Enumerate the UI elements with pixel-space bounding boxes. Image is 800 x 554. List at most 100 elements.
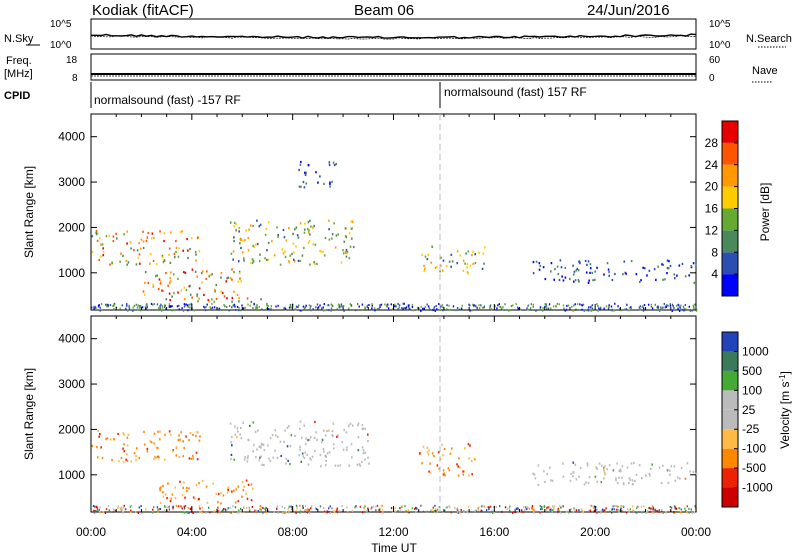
range-cell: [462, 470, 464, 473]
range-cell: [329, 182, 331, 186]
x-tick-label: 12:00: [378, 525, 408, 539]
ground-scatter-cell: [650, 303, 653, 306]
range-cell: [681, 262, 684, 266]
ground-scatter-cell: [582, 511, 584, 514]
ground-scatter-cell: [416, 507, 418, 510]
range-cell: [471, 473, 473, 476]
range-cell: [285, 457, 288, 460]
velocity-colorbar-tick-label: 500: [742, 364, 762, 378]
nsky-tick-top: 10^5: [50, 19, 72, 30]
range-cell: [183, 298, 186, 301]
ground-scatter-cell: [323, 510, 326, 513]
range-cell: [149, 440, 151, 443]
ground-scatter-cell: [636, 506, 638, 509]
ground-scatter-cell: [187, 306, 189, 309]
ground-scatter-cell: [691, 309, 693, 312]
ground-scatter-cell: [363, 309, 365, 312]
range-cell: [257, 429, 259, 432]
range-cell: [606, 262, 609, 265]
range-cell: [550, 262, 553, 265]
range-cell: [574, 279, 577, 282]
ground-scatter-cell: [643, 505, 645, 508]
ground-scatter-cell: [288, 511, 290, 514]
range-cell: [595, 466, 598, 469]
ground-scatter-cell: [224, 305, 226, 308]
range-cell: [307, 164, 310, 167]
ground-scatter-cell: [315, 507, 318, 510]
ground-scatter-cell: [617, 505, 619, 508]
range-cell: [349, 422, 352, 425]
range-cell: [265, 258, 268, 261]
ground-scatter-cell: [590, 306, 592, 309]
ground-scatter-cell: [502, 306, 504, 309]
range-cell: [579, 262, 581, 265]
ground-scatter-cell: [267, 305, 270, 308]
range-cell: [666, 259, 669, 262]
range-cell: [192, 496, 195, 499]
ground-scatter-cell: [99, 309, 101, 312]
ground-scatter-cell: [516, 306, 519, 309]
ground-scatter-cell: [591, 504, 593, 507]
ground-scatter-cell: [559, 511, 562, 514]
range-cell: [673, 273, 676, 276]
ground-scatter-cell: [442, 306, 444, 309]
ground-scatter-cell: [366, 304, 369, 307]
ground-scatter-cell: [663, 302, 665, 305]
range-cell: [129, 241, 132, 244]
ground-scatter-cell: [354, 309, 357, 312]
ground-scatter-cell: [629, 508, 632, 511]
range-cell: [314, 420, 316, 424]
ground-scatter-cell: [575, 509, 578, 512]
range-cell: [146, 236, 149, 239]
ground-scatter-cell: [378, 508, 380, 511]
range-cell: [658, 466, 661, 469]
ground-scatter-cell: [180, 505, 182, 508]
ground-scatter-cell: [107, 305, 110, 308]
range-cell: [325, 459, 327, 462]
ground-scatter-cell: [581, 510, 584, 513]
ground-scatter-cell: [568, 509, 570, 512]
range-cell: [138, 456, 141, 460]
range-cell: [464, 262, 466, 265]
cpid-segment-2: normalsound (fast) 157 RF: [444, 85, 587, 99]
colorbar-segment: [722, 230, 738, 253]
ground-scatter-cell: [436, 508, 439, 511]
range-cell: [186, 237, 188, 241]
ground-scatter-cell: [240, 309, 242, 312]
range-cell: [303, 424, 306, 427]
ground-scatter-cell: [457, 510, 459, 513]
freq-panel: Freq. [MHz] 18 8 60 0 Nave: [4, 53, 778, 84]
range-cell: [173, 256, 176, 259]
colorbar-segment: [722, 142, 738, 165]
range-cell: [328, 451, 331, 454]
ground-scatter-cell: [261, 308, 263, 311]
ground-scatter-cell: [571, 305, 573, 308]
range-cell: [651, 463, 653, 466]
range-cell: [661, 263, 663, 266]
range-cell: [434, 266, 437, 270]
range-cell: [468, 474, 470, 477]
ground-scatter-cell: [381, 504, 383, 507]
ground-scatter-cell: [364, 505, 366, 508]
range-cell: [424, 255, 427, 258]
ground-scatter-cell: [532, 305, 534, 308]
range-cell: [245, 492, 247, 495]
ground-scatter-cell: [408, 307, 411, 310]
range-cell: [174, 486, 177, 489]
ground-scatter-cell: [481, 306, 484, 309]
ground-scatter-cell: [645, 511, 647, 514]
ground-scatter-cell: [335, 509, 338, 512]
range-cell: [157, 430, 159, 433]
ground-scatter-cell: [296, 507, 298, 510]
ground-scatter-cell: [572, 511, 575, 514]
range-cell: [561, 275, 563, 278]
range-cell: [329, 185, 331, 188]
ground-scatter-cell: [255, 307, 257, 310]
range-cell: [243, 458, 246, 461]
range-cell: [181, 230, 183, 233]
ground-scatter-cell: [514, 509, 516, 512]
ground-scatter-cell: [372, 505, 375, 508]
range-cell: [359, 464, 362, 467]
ground-scatter-cell: [359, 505, 362, 508]
ground-scatter-cell: [137, 304, 139, 307]
